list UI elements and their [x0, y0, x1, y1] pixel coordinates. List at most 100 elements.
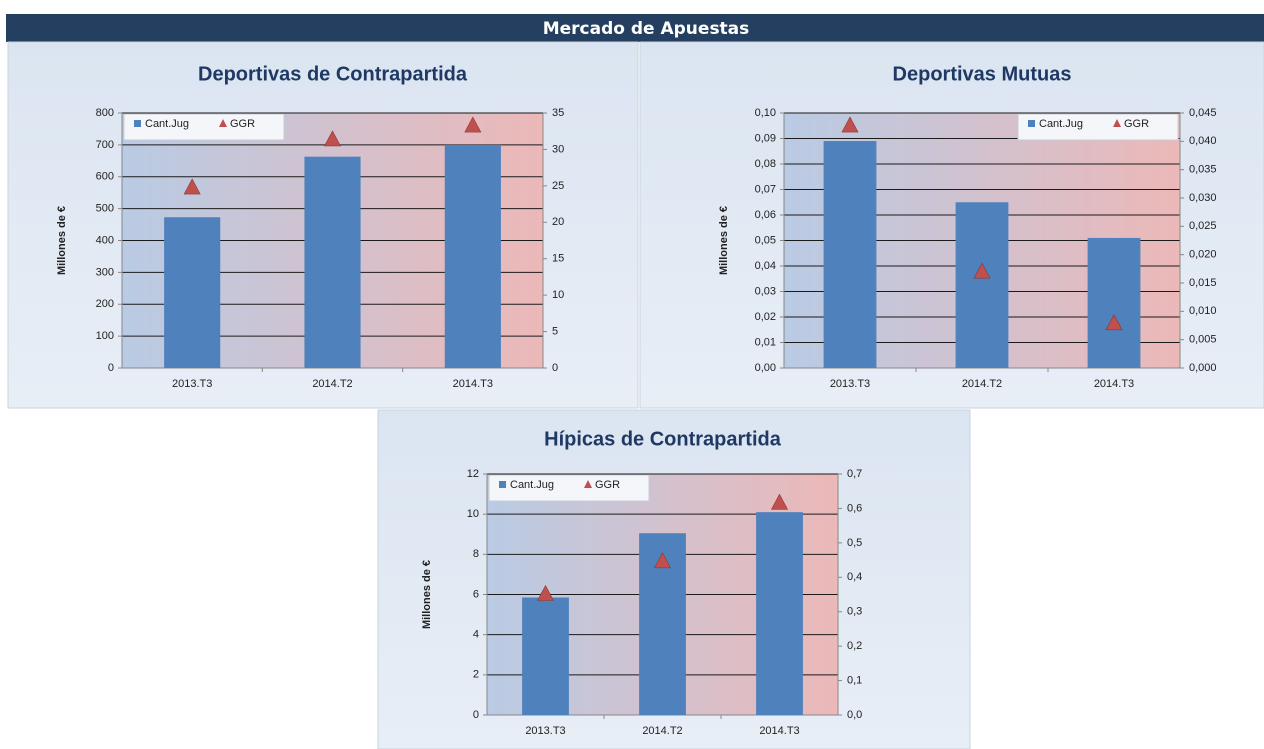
y-tick-label: 0,06 — [755, 209, 776, 221]
y2-tick-label: 0,020 — [1189, 249, 1217, 261]
y-axis-title: Millones de € — [421, 560, 433, 629]
y-tick-label: 8 — [473, 548, 479, 560]
y2-tick-label: 0,6 — [847, 502, 862, 514]
y2-tick-label: 0,000 — [1189, 362, 1217, 374]
triangle-marker — [654, 552, 671, 569]
y2-tick-label: 0,040 — [1189, 135, 1217, 147]
y2-tick-label: 0,010 — [1189, 305, 1217, 317]
y-tick-label: 10 — [467, 508, 479, 520]
header-title: Mercado de Apuestas — [543, 19, 750, 39]
triangle-marker — [537, 584, 554, 601]
legend-label: Cant.Jug — [145, 118, 189, 130]
legend-label: GGR — [1124, 118, 1149, 130]
bar — [304, 156, 361, 368]
triangle-marker — [973, 262, 991, 279]
y-tick-label: 0,10 — [755, 107, 776, 119]
triangle-marker — [841, 116, 859, 133]
triangle-marker — [1105, 314, 1123, 331]
y-tick-label: 6 — [473, 588, 479, 600]
y2-tick-label: 0,4 — [847, 571, 862, 583]
y-tick-label: 400 — [96, 234, 114, 246]
y2-tick-label: 0,1 — [847, 674, 862, 686]
triangle-marker — [183, 178, 201, 195]
x-tick-label: 2013.T3 — [830, 378, 870, 390]
y2-tick-label: 0,005 — [1189, 334, 1217, 346]
legend-label: GGR — [595, 479, 620, 491]
bar — [756, 512, 803, 715]
y-tick-label: 2 — [473, 669, 479, 681]
y2-tick-label: 15 — [552, 253, 564, 265]
triangle-marker — [771, 493, 788, 510]
y-axis-title: Millones de € — [56, 206, 68, 275]
bar — [823, 141, 877, 368]
legend-swatch — [134, 120, 141, 127]
legend-swatch — [584, 480, 592, 488]
x-tick-label: 2013.T3 — [172, 378, 212, 390]
y-tick-label: 300 — [96, 266, 114, 278]
legend — [488, 474, 650, 502]
y-tick-label: 700 — [96, 139, 114, 151]
x-tick-label: 2014.T2 — [312, 378, 352, 390]
bar — [955, 202, 1009, 368]
y-tick-label: 0,01 — [755, 336, 776, 348]
y2-tick-label: 0,015 — [1189, 277, 1217, 289]
y2-tick-label: 0,035 — [1189, 164, 1217, 176]
chart-title: Hípicas de Contrapartida — [544, 428, 782, 450]
y2-tick-label: 10 — [552, 289, 564, 301]
triangle-marker — [464, 116, 482, 133]
y2-tick-label: 0,5 — [847, 537, 862, 549]
x-tick-label: 2014.T3 — [759, 725, 799, 737]
y-tick-label: 0,02 — [755, 311, 776, 323]
y-tick-label: 0 — [108, 362, 114, 374]
y-tick-label: 0,03 — [755, 285, 776, 297]
bar — [164, 217, 221, 368]
chart-title: Deportivas de Contrapartida — [198, 63, 468, 85]
y2-tick-label: 0,030 — [1189, 192, 1217, 204]
y2-tick-label: 0,0 — [847, 709, 862, 721]
y2-tick-label: 35 — [552, 107, 564, 119]
y-axis-title: Millones de € — [718, 206, 730, 275]
y-tick-label: 0,04 — [755, 260, 776, 272]
y-tick-label: 0,09 — [755, 132, 776, 144]
y-tick-label: 0,05 — [755, 234, 776, 246]
y-tick-label: 0,07 — [755, 183, 776, 195]
bar — [1087, 237, 1141, 368]
y-tick-label: 800 — [96, 107, 114, 119]
y-tick-label: 500 — [96, 203, 114, 215]
y2-tick-label: 0,3 — [847, 606, 862, 618]
y2-tick-label: 0 — [552, 362, 558, 374]
triangle-marker — [324, 130, 341, 147]
bar — [522, 597, 569, 715]
x-tick-label: 2014.T2 — [642, 725, 682, 737]
legend-swatch — [219, 119, 227, 127]
x-tick-label: 2014.T3 — [1094, 378, 1134, 390]
legend-swatch — [1113, 119, 1121, 127]
y-tick-label: 100 — [96, 330, 114, 342]
y-tick-label: 4 — [473, 629, 479, 641]
y-tick-label: 0,00 — [755, 362, 776, 374]
y2-tick-label: 0,7 — [847, 468, 862, 480]
y2-tick-label: 0,025 — [1189, 220, 1217, 232]
chart-title: Deportivas Mutuas — [893, 63, 1072, 85]
legend-swatch — [1028, 120, 1035, 127]
y2-tick-label: 25 — [552, 180, 564, 192]
y-tick-label: 0,08 — [755, 158, 776, 170]
y2-tick-label: 0,2 — [847, 640, 862, 652]
y-tick-label: 200 — [96, 298, 114, 310]
y-tick-label: 600 — [96, 171, 114, 183]
bar — [444, 144, 501, 368]
y2-tick-label: 30 — [552, 143, 564, 155]
legend-swatch — [499, 481, 506, 488]
legend — [123, 113, 285, 141]
x-tick-label: 2014.T2 — [962, 378, 1002, 390]
y2-tick-label: 5 — [552, 325, 558, 337]
x-tick-label: 2014.T3 — [453, 378, 493, 390]
y-tick-label: 0 — [473, 709, 479, 721]
legend-label: Cant.Jug — [510, 479, 554, 491]
header-bar — [6, 14, 1264, 42]
y2-tick-label: 0,045 — [1189, 107, 1217, 119]
legend-label: GGR — [230, 118, 255, 130]
x-tick-label: 2013.T3 — [525, 725, 565, 737]
y-tick-label: 12 — [467, 468, 479, 480]
